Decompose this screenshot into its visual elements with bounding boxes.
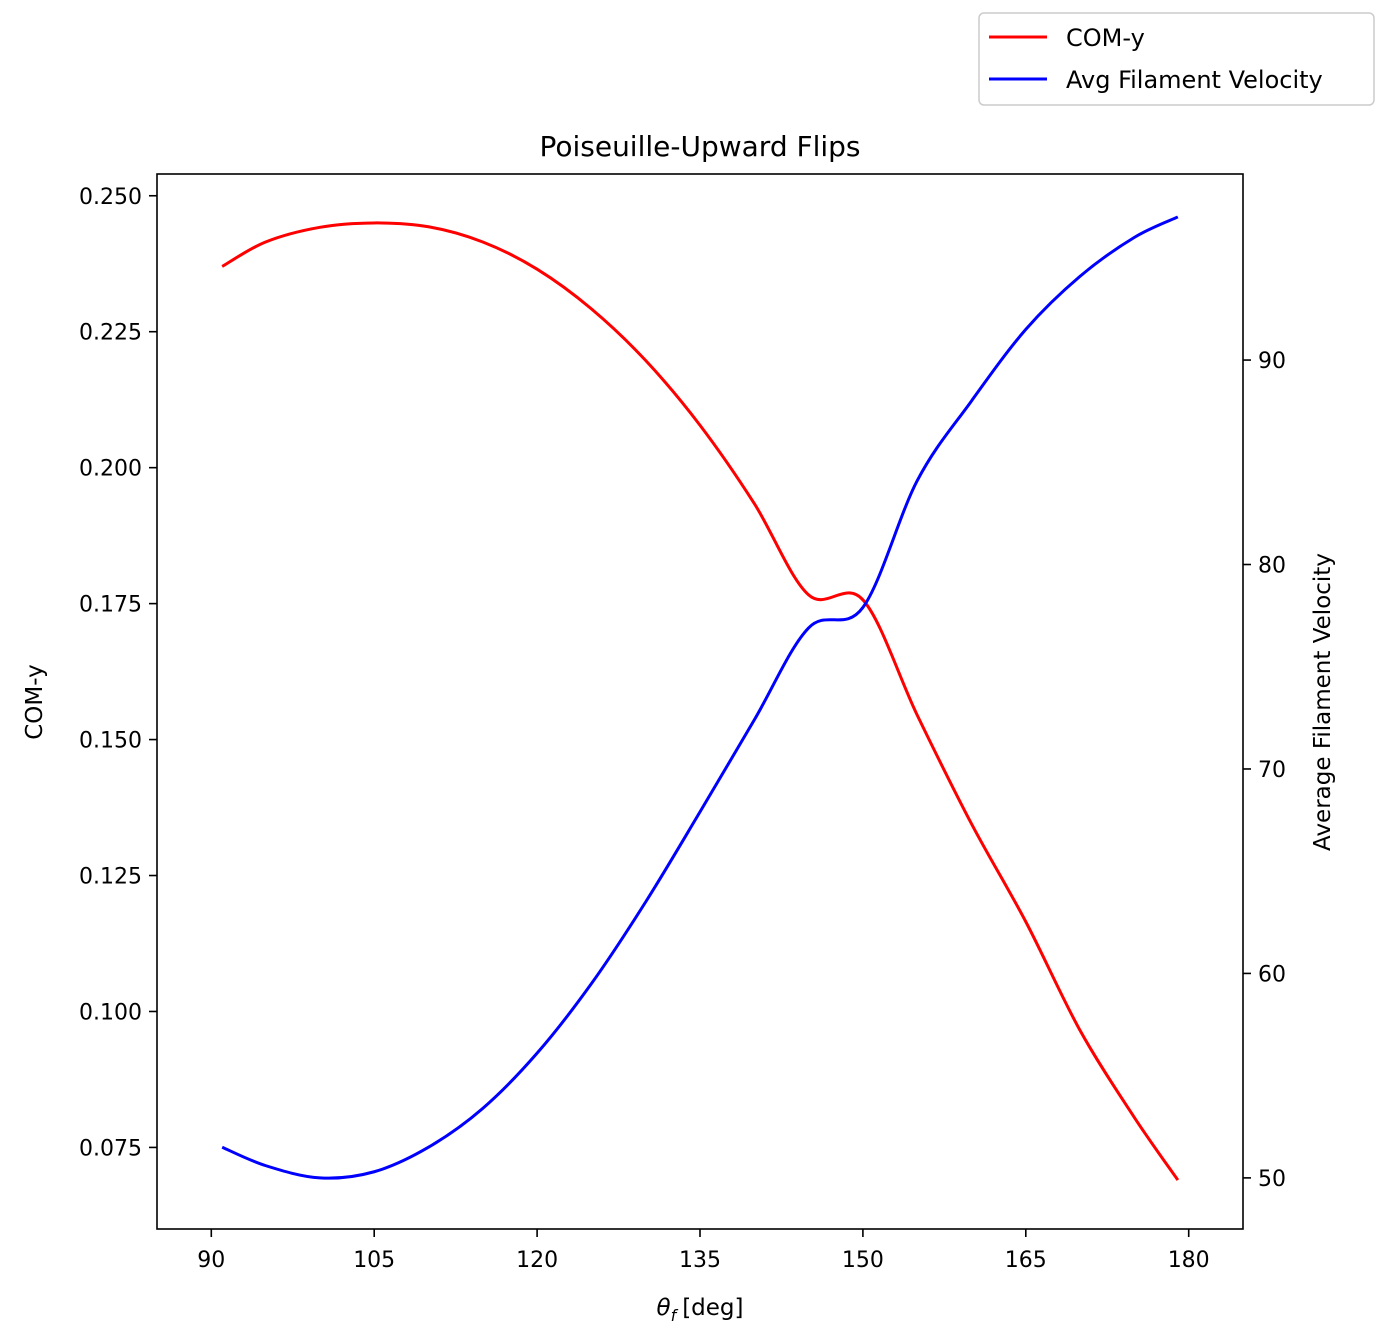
x-tick-label: 90 (197, 1248, 225, 1273)
y-axis-left: 0.075 0.100 0.125 0.150 0.175 0.200 0.225 0.250 (79, 185, 157, 1161)
legend-label-avg-velocity: Avg Filament Velocity (1066, 66, 1323, 94)
series-line-avg-filament-velocity (221, 215, 1179, 1180)
y-left-tick-label: 0.200 (79, 457, 142, 482)
x-tick-label: 135 (679, 1248, 721, 1273)
x-axis-label-symbol: θ (656, 1295, 670, 1321)
y-left-tick-label: 0.150 (79, 729, 142, 754)
legend-label-com-y: COM-y (1066, 24, 1145, 52)
y-axis-right-label: Average Filament Velocity (1310, 553, 1336, 851)
y-right-tick-label: 60 (1258, 962, 1286, 987)
y-right-tick-label: 90 (1258, 349, 1286, 374)
x-tick-label: 120 (516, 1248, 558, 1273)
y-left-tick-label: 0.100 (79, 1000, 142, 1025)
x-tick-label: 105 (353, 1248, 395, 1273)
x-tick-label: 180 (1168, 1248, 1210, 1273)
legend-box (978, 12, 1375, 106)
y-left-tick-label: 0.175 (79, 593, 142, 618)
plot-area (221, 215, 1180, 1181)
x-axis-label-subscript: f (671, 1306, 679, 1325)
y-axis-right: 50 60 70 80 90 (1243, 349, 1286, 1192)
y-axis-left-label: COM-y (22, 664, 48, 740)
y-left-tick-label: 0.225 (79, 321, 142, 346)
y-right-tick-label: 50 (1258, 1167, 1286, 1192)
y-right-tick-label: 70 (1258, 758, 1286, 783)
x-axis: 90 105 120 135 150 165 180 (197, 1229, 1210, 1273)
plot-frame (156, 173, 1244, 1230)
y-left-tick-label: 0.125 (79, 865, 142, 890)
x-axis-label-unit: [deg] (682, 1295, 743, 1321)
chart-title: Poiseuille-Upward Flips (539, 130, 860, 163)
legend: COM-y Avg Filament Velocity (978, 12, 1375, 106)
x-axis-label: θf [deg] (656, 1295, 743, 1325)
y-left-tick-label: 0.250 (79, 185, 142, 210)
x-tick-label: 150 (842, 1248, 884, 1273)
series-line-com-y (221, 221, 1180, 1181)
x-tick-label: 165 (1005, 1248, 1047, 1273)
y-right-tick-label: 80 (1258, 554, 1286, 579)
y-left-tick-label: 0.075 (79, 1136, 142, 1161)
